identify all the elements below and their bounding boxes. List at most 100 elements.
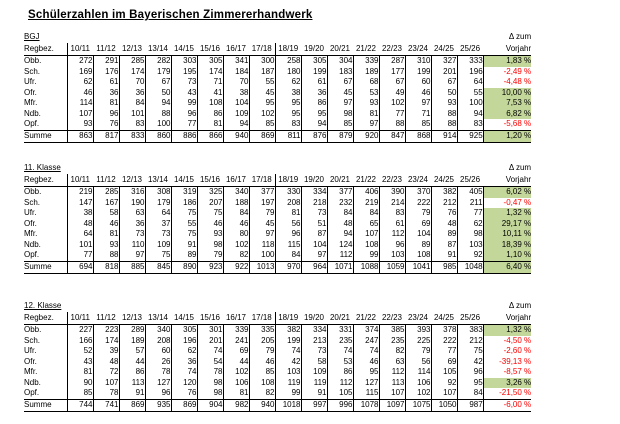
delta-cell: 1,10 % xyxy=(483,250,532,261)
value-cell: 102 xyxy=(223,367,250,378)
value-cell: 247 xyxy=(353,335,380,346)
table-row: Sch. 166 174 189 208 196 201 241 205 199 213 235 247… xyxy=(24,335,531,346)
value-cell: 166 xyxy=(67,335,94,346)
delta-cell: 1,32 % xyxy=(483,324,532,336)
value-cell: 38 xyxy=(223,87,250,98)
value-cell: 64 xyxy=(145,208,172,219)
year-col-header: 10/11 xyxy=(67,43,93,56)
value-cell: 92 xyxy=(431,377,458,388)
value-cell: 62 xyxy=(67,77,94,88)
value-cell: 38 xyxy=(275,87,302,98)
value-cell: 84 xyxy=(327,208,354,219)
value-cell: 93 xyxy=(67,119,94,130)
table-row: Opf. 93 76 83 100 77 81 94 85 83 94 85 97 88 85 88 83 -5,… xyxy=(24,119,531,130)
delta-cell: 3,26 % xyxy=(483,377,532,388)
value-cell: 39 xyxy=(93,346,120,357)
delta-header-line1: Δ zum xyxy=(508,163,532,172)
value-cell: 289 xyxy=(119,324,146,336)
summe-row: Summe 863 817 833 860 886 866 940 869 811 876 879 92… xyxy=(24,129,532,143)
value-cell: 107 xyxy=(379,388,406,399)
delta-cell: 6,02 % xyxy=(483,186,532,198)
value-cell: 77 xyxy=(457,208,484,219)
value-cell: 223 xyxy=(93,324,120,336)
value-cell: 272 xyxy=(67,55,94,67)
column-header-row: Regbez. 10/11 11/12 12/13 13/14 14/15 15/16 16/… xyxy=(24,174,532,187)
table-klasse12: 12. Klasse Δ zum Regbez. 10/11 11/12 12/13 1… xyxy=(24,300,532,412)
value-cell: 211 xyxy=(457,197,484,208)
table-row: Ofr. 46 36 36 50 43 41 38 45 38 36 45 53 49 46 50 55 10,0… xyxy=(24,87,532,98)
value-cell: 103 xyxy=(275,367,302,378)
region-cell: Ufr. xyxy=(24,77,68,88)
value-cell: 174 xyxy=(93,335,120,346)
table-section-klasse11: 11. Klasse Δ zum Regbez. 10/11 11/12 12/13 1… xyxy=(24,162,620,274)
value-cell: 287 xyxy=(379,55,406,67)
value-cell: 46 xyxy=(405,87,432,98)
delta-cell: 1,83 % xyxy=(483,55,532,67)
value-cell: 67 xyxy=(327,77,354,88)
year-col-header: 22/23 xyxy=(379,174,405,187)
year-col-header: 23/24 xyxy=(405,312,431,325)
value-cell: 84 xyxy=(223,208,250,219)
value-cell: 78 xyxy=(145,367,172,378)
value-cell: 46 xyxy=(93,218,120,229)
table-row: Obb. 219 285 316 308 319 325 340 377 330 334 377 406… xyxy=(24,186,532,198)
column-header-row: Regbez. 10/11 11/12 12/13 13/14 14/15 15/16 16/… xyxy=(24,43,532,56)
delta-cell: 7,53 % xyxy=(483,98,532,109)
value-cell: 91 xyxy=(171,239,198,250)
value-cell: 60 xyxy=(145,346,172,357)
table-row: Mfr. 64 81 73 73 75 93 80 97 96 87 94 107 112 104 89 98 1… xyxy=(24,229,532,240)
value-cell: 97 xyxy=(301,250,328,261)
table-label-row: 12. Klasse Δ zum xyxy=(24,300,531,312)
region-col-header: Regbez. xyxy=(24,174,68,187)
value-cell: 112 xyxy=(379,229,406,240)
year-col-header: 19/20 xyxy=(301,312,327,325)
year-col-header: 12/13 xyxy=(119,312,145,325)
value-cell: 79 xyxy=(405,208,432,219)
delta-header-line2: Vorjahr xyxy=(483,43,532,56)
region-cell: Obb. xyxy=(24,324,68,336)
value-cell: 57 xyxy=(119,346,146,357)
value-cell: 868 xyxy=(405,129,432,143)
table-klasse11: 11. Klasse Δ zum Regbez. 10/11 11/12 12/13 1… xyxy=(24,162,532,274)
table-row: Obb. 272 291 285 282 303 305 341 300 258 305 304 339… xyxy=(24,55,532,67)
value-cell: 110 xyxy=(119,239,146,250)
value-cell: 95 xyxy=(275,98,302,109)
value-cell: 920 xyxy=(353,129,380,143)
value-cell: 70 xyxy=(223,77,250,88)
value-cell: 88 xyxy=(431,119,458,130)
value-cell: 79 xyxy=(249,346,276,357)
region-col-header: Regbez. xyxy=(24,43,68,56)
value-cell: 74 xyxy=(171,367,198,378)
year-col-header: 21/22 xyxy=(353,312,379,325)
value-cell: 98 xyxy=(197,239,224,250)
value-cell: 109 xyxy=(301,367,328,378)
value-cell: 76 xyxy=(431,208,458,219)
value-cell: 68 xyxy=(353,77,380,88)
value-cell: 82 xyxy=(249,388,276,399)
value-cell: 70 xyxy=(119,77,146,88)
value-cell: 304 xyxy=(327,55,354,67)
value-cell: 107 xyxy=(93,377,120,388)
value-cell: 214 xyxy=(379,197,406,208)
value-cell: 940 xyxy=(223,129,250,143)
value-cell: 81 xyxy=(197,119,224,130)
value-cell: 107 xyxy=(67,108,94,119)
value-cell: 95 xyxy=(457,377,484,388)
value-cell: 96 xyxy=(93,108,120,119)
year-col-header: 20/21 xyxy=(327,312,353,325)
value-cell: 108 xyxy=(353,239,380,250)
value-cell: 325 xyxy=(197,186,224,198)
year-col-header: 17/18 xyxy=(249,174,276,187)
value-cell: 51 xyxy=(301,218,328,229)
value-cell: 744 xyxy=(67,398,94,412)
year-col-header: 17/18 xyxy=(249,312,276,325)
value-cell: 104 xyxy=(405,229,432,240)
year-col-header: 24/25 xyxy=(431,312,457,325)
value-cell: 285 xyxy=(119,55,146,67)
value-cell: 81 xyxy=(353,108,380,119)
delta-cell: -21,50 % xyxy=(499,388,532,398)
value-cell: 99 xyxy=(275,388,302,399)
value-cell: 84 xyxy=(275,250,302,261)
value-cell: 1071 xyxy=(327,260,354,274)
year-col-header: 11/12 xyxy=(93,43,119,56)
